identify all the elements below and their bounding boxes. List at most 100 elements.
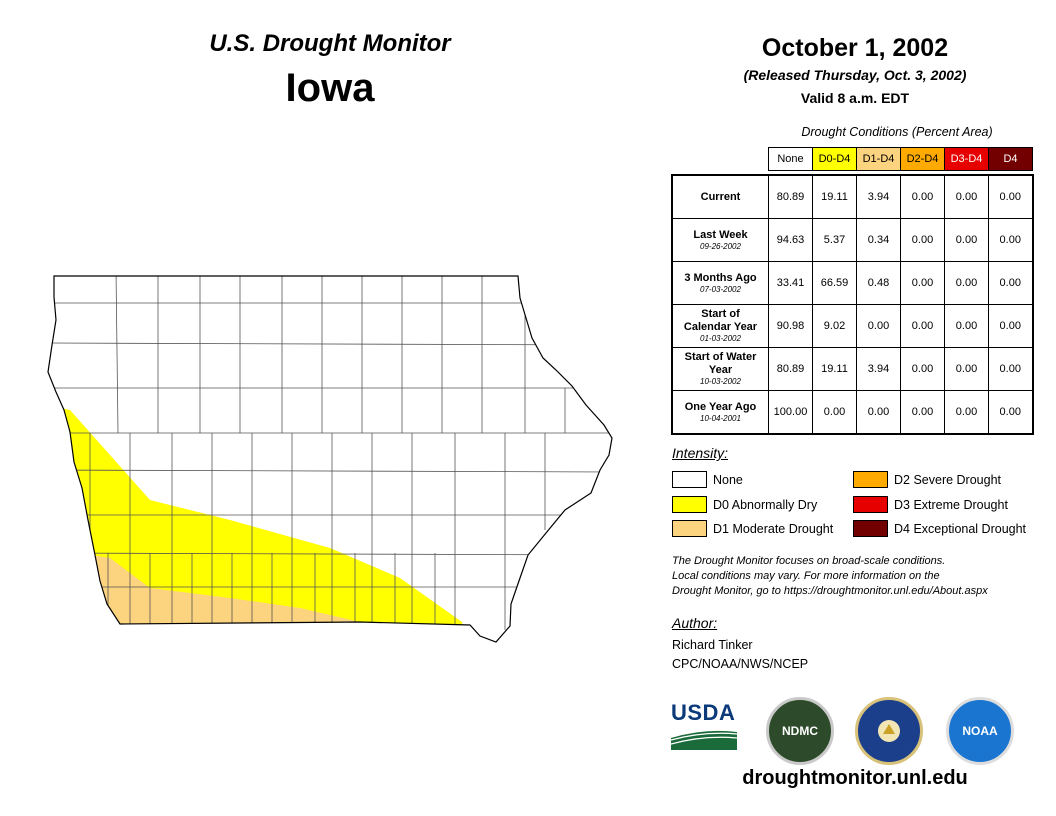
table-cell: 0.00 [988,261,1033,305]
author-name: Richard Tinker [672,638,753,652]
table-cell: 94.63 [768,218,813,262]
table-caption: Drought Conditions (Percent Area) [801,125,993,139]
table-body: Current 80.89 19.11 3.94 0.00 0.00 0.00 Last We… [671,174,1033,435]
legend-label: D3 Extreme Drought [894,497,1008,512]
legend-item: D4 Exceptional Drought [853,520,1026,537]
legend-item: D1 Moderate Drought [672,520,833,537]
col-d4: D4 [988,147,1033,171]
row-date: 10-04-2001 [700,413,741,423]
release-date: (Released Thursday, Oct. 3, 2002) [743,67,967,83]
row-label-text: Start of Water Year [684,351,757,376]
col-d0-d4: D0-D4 [812,147,857,171]
legend-label: None [713,472,743,487]
table-cell: 0.34 [856,218,901,262]
row-label-text: 3 Months Ago [684,271,757,284]
disclaimer-note: The Drought Monitor focuses on broad-sca… [672,554,1042,599]
table-cell: 0.00 [944,174,989,219]
row-date: 10-03-2002 [700,377,741,386]
ndmc-logo: NDMC [766,697,834,765]
table-cell: 9.02 [812,304,857,348]
table-cell: 80.89 [768,347,813,391]
table-cell: 0.00 [988,347,1033,391]
row-date: 01-03-2002 [700,334,741,343]
note-line-1: The Drought Monitor focuses on broad-sca… [672,555,946,567]
legend-swatch [672,496,707,513]
note-line-2: Local conditions may vary. For more info… [672,570,940,582]
row-label: Current [671,174,769,219]
col-d1-d4: D1-D4 [856,147,901,171]
row-label-text: Start of Calendar Year [683,308,758,333]
table-cell: 3.94 [856,347,901,391]
legend-label: D2 Severe Drought [894,472,1002,487]
legend-item: D2 Severe Drought [853,471,1001,488]
state-name: Iowa [285,66,375,110]
ndmc-logo-text: NDMC [782,724,818,738]
noaa-logo-text: NOAA [962,724,998,738]
commerce-seal-icon [855,697,923,765]
table-cell: 0.00 [856,390,901,435]
col-d2-d4: D2-D4 [900,147,945,171]
author-title: Author: [672,615,718,631]
legend-title: Intensity: [672,445,729,461]
iowa-drought-map [47,275,613,643]
author-org: CPC/NOAA/NWS/NCEP [672,657,809,671]
table-cell: 33.41 [768,261,813,305]
row-label: Last Week 09-26-2002 [671,218,769,262]
table-cell: 0.00 [988,174,1033,219]
row-date: 09-26-2002 [700,241,741,251]
table-cell: 0.00 [900,218,945,262]
table-cell: 19.11 [812,174,857,219]
map-date: October 1, 2002 [761,34,949,62]
legend-label: D0 Abnormally Dry [713,497,818,512]
note-line-3: Drought Monitor, go to https://droughtmo… [672,585,988,597]
table-cell: 0.00 [944,218,989,262]
table-row: 3 Months Ago 07-03-2002 33.41 66.59 0.48 0.00… [671,261,1033,305]
row-label: Start of Calendar Year 01-03-2002 [671,304,769,348]
table-cell: 5.37 [812,218,857,262]
row-label: One Year Ago 10-04-2001 [671,390,769,435]
table-cell: 0.00 [944,304,989,348]
drought-statistics-table: None D0-D4 D1-D4 D2-D4 D3-D4 D4 Current 8… [671,147,1034,435]
website-url: droughtmonitor.unl.edu [742,767,968,789]
col-none: None [768,147,813,171]
row-date: 07-03-2002 [700,284,741,294]
table-row: One Year Ago 10-04-2001 100.00 0.00 0.00 0.00… [671,390,1033,435]
row-label-text: One Year Ago [684,400,757,413]
legend-swatch [853,496,888,513]
usda-logo: USDA [671,700,737,750]
table-cell: 0.00 [944,347,989,391]
table-cell: 0.00 [900,261,945,305]
table-cell: 0.00 [812,390,857,435]
legend-label: D4 Exceptional Drought [894,521,1027,536]
legend-item: D3 Extreme Drought [853,496,1008,513]
table-cell: 0.00 [900,304,945,348]
row-label: Start of Water Year 10-03-2002 [671,347,769,391]
legend-swatch [853,520,888,537]
legend-item: None [672,471,743,488]
table-cell: 3.94 [856,174,901,219]
map-title: U.S. Drought Monitor [209,30,451,57]
table-cell: 0.00 [900,390,945,435]
table-row: Last Week 09-26-2002 94.63 5.37 0.34 0.00 0.00… [671,218,1033,262]
table-cell: 80.89 [768,174,813,219]
table-cell: 0.00 [900,347,945,391]
legend-swatch [853,471,888,488]
table-cell: 0.00 [944,390,989,435]
row-label-text: Current [700,190,741,203]
row-label-text: Last Week [693,228,748,241]
table-cell: 0.00 [900,174,945,219]
usda-logo-hills [671,730,737,750]
table-row: Start of Water Year 10-03-2002 80.89 19.11 3… [671,347,1033,391]
table-cell: 0.00 [856,304,901,348]
valid-time: Valid 8 a.m. EDT [800,90,910,106]
table-cell: 0.00 [988,218,1033,262]
table-cell: 66.59 [812,261,857,305]
col-d3-d4: D3-D4 [944,147,989,171]
county-boundaries [48,276,612,630]
table-header-row: None D0-D4 D1-D4 D2-D4 D3-D4 D4 [672,147,1033,171]
table-row: Start of Calendar Year 01-03-2002 90.98 9.0… [671,304,1033,348]
table-row: Current 80.89 19.11 3.94 0.00 0.00 0.00 [671,174,1033,219]
usda-logo-text: USDA [671,700,736,725]
table-cell: 0.00 [988,304,1033,348]
row-label: 3 Months Ago 07-03-2002 [671,261,769,305]
